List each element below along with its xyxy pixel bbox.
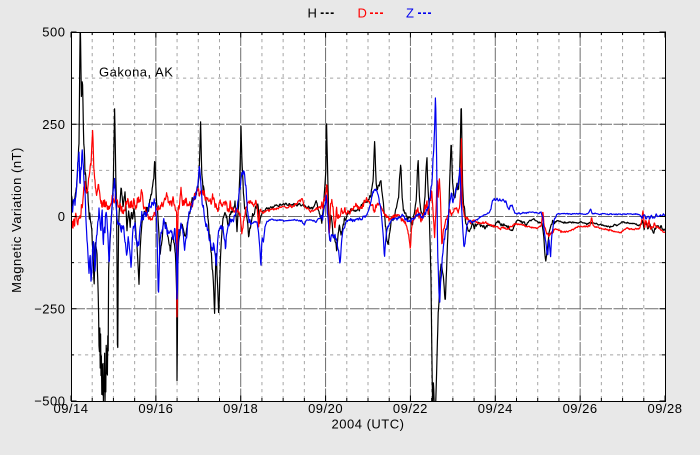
svg-text:09/22: 09/22 [393,401,428,416]
svg-text:09/16: 09/16 [138,401,173,416]
svg-text:D: D [358,5,368,20]
svg-text:09/24: 09/24 [478,401,513,416]
svg-text:−250: −250 [34,301,65,316]
svg-text:09/20: 09/20 [308,401,343,416]
svg-text:2004 (UTC): 2004 (UTC) [332,417,405,432]
svg-text:Z: Z [406,5,414,20]
svg-text:Gakona, AK: Gakona, AK [99,65,173,80]
svg-text:−500: −500 [34,394,65,409]
svg-text:09/26: 09/26 [563,401,598,416]
svg-text:H: H [308,5,318,20]
svg-text:09/14: 09/14 [53,401,88,416]
svg-text:0: 0 [58,209,66,224]
svg-text:09/18: 09/18 [223,401,258,416]
svg-text:500: 500 [42,25,65,40]
svg-text:09/28: 09/28 [647,401,682,416]
svg-text:Magnetic Variation (nT): Magnetic Variation (nT) [9,147,24,293]
svg-text:250: 250 [42,117,65,132]
